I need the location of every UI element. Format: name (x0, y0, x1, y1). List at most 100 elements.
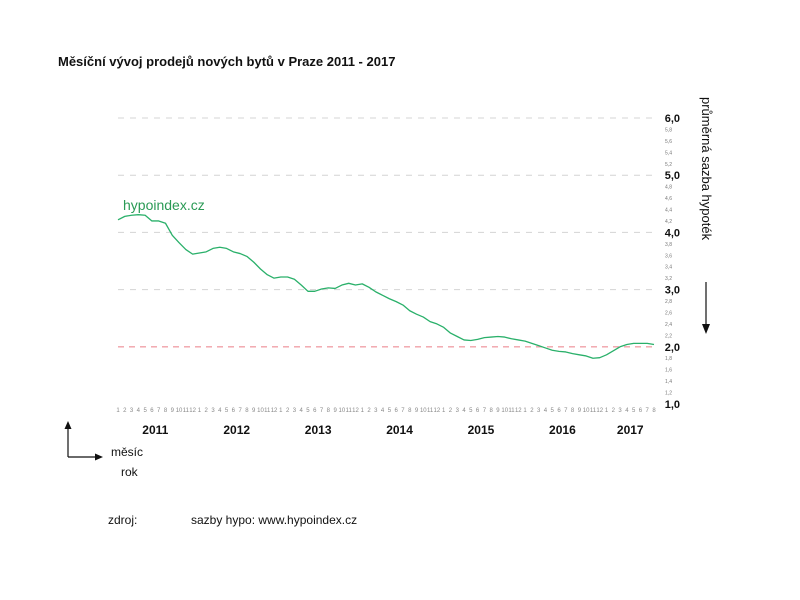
x-tick-month: 11 (264, 408, 271, 414)
y-tick-minor: 1,4 (665, 379, 672, 385)
x-tick-month: 4 (381, 408, 385, 414)
x-tick-month: 3 (211, 408, 215, 414)
y-tick-minor: 2,6 (665, 310, 672, 316)
x-tick-month: 6 (476, 408, 480, 414)
x-tick-month: 6 (232, 408, 236, 414)
y-tick-minor: 4,6 (665, 196, 672, 202)
x-tick-month: 6 (557, 408, 561, 414)
y-tick-minor: 4,2 (665, 219, 672, 225)
y-tick-minor: 4,8 (665, 185, 672, 191)
x-tick-month: 1 (361, 408, 365, 414)
x-tick-month: 10 (583, 408, 590, 414)
x-tick-year: 2013 (305, 423, 332, 437)
x-axis-year-ticks: 2011 2012 2013 2014 2015 2016 2017 (142, 423, 644, 437)
x-tick-month: 11 (427, 408, 434, 414)
x-tick-month: 4 (137, 408, 141, 414)
x-tick-month: 12 (434, 408, 441, 414)
x-tick-month: 2 (123, 408, 127, 414)
series-group (117, 214, 655, 359)
y-tick-minor: 5,8 (665, 127, 672, 133)
legend-arrow-right-head (95, 453, 103, 461)
x-tick-month: 1 (605, 408, 609, 414)
x-tick-month: 1 (279, 408, 283, 414)
y-tick-minor: 1,6 (665, 368, 672, 374)
x-label-month: měsíc (111, 445, 143, 459)
y-tick-minor: 2,8 (665, 299, 672, 305)
x-tick-month: 8 (408, 408, 412, 414)
x-tick-month: 7 (157, 408, 161, 414)
x-tick-month: 11 (183, 408, 190, 414)
x-tick-month: 2 (286, 408, 290, 414)
y-tick-major: 5,0 (665, 170, 680, 182)
grid-lines (118, 117, 654, 348)
x-tick-month: 5 (551, 408, 555, 414)
y-axis-ticks: 6,0 5,0 4,0 3,0 2,0 1,0 5,8 5,6 5,4 5,2 4,8 4,6 4,4 4… (665, 113, 680, 411)
y-tick-major: 3,0 (665, 285, 680, 297)
x-tick-month: 3 (374, 408, 378, 414)
series-line (117, 214, 655, 359)
x-tick-month: 7 (564, 408, 568, 414)
y-tick-minor: 5,2 (665, 162, 672, 168)
x-tick-year: 2011 (142, 423, 168, 437)
x-tick-month: 4 (462, 408, 466, 414)
watermark: hypoindex.cz (123, 197, 205, 213)
x-tick-month: 5 (388, 408, 392, 414)
x-tick-month: 2 (449, 408, 453, 414)
x-tick-month: 3 (130, 408, 134, 414)
y-axis-arrow-head (702, 324, 710, 334)
x-tick-month: 12 (515, 408, 522, 414)
x-tick-month: 2 (205, 408, 209, 414)
x-tick-month: 8 (571, 408, 575, 414)
y-tick-minor: 4,4 (665, 208, 672, 214)
x-tick-year: 2015 (468, 423, 495, 437)
x-tick-month: 2 (612, 408, 616, 414)
x-tick-month: 4 (300, 408, 304, 414)
x-tick-month: 6 (639, 408, 643, 414)
x-tick-month: 8 (327, 408, 331, 414)
x-tick-month: 1 (523, 408, 527, 414)
x-tick-month: 6 (395, 408, 399, 414)
x-tick-year: 2012 (223, 423, 250, 437)
y-tick-minor: 1,2 (665, 391, 672, 397)
x-tick-month: 7 (646, 408, 650, 414)
y-tick-minor: 5,4 (665, 150, 672, 156)
x-tick-month: 8 (489, 408, 493, 414)
x-tick-month: 5 (469, 408, 473, 414)
x-tick-month: 9 (252, 408, 256, 414)
y-tick-major: 6,0 (665, 113, 680, 125)
x-tick-month: 8 (652, 408, 656, 414)
x-axis-month-ticks: 1 2 3 4 5 6 7 8 9 10 11 12 1 2 3 4 5 6 7 8 9 10 11 12 1 2 3 4 5 6 7 8 9 1… (116, 408, 656, 414)
x-tick-month: 11 (346, 408, 353, 414)
x-tick-year: 2014 (386, 423, 413, 437)
x-tick-month: 9 (333, 408, 337, 414)
x-tick-month: 7 (401, 408, 405, 414)
x-tick-month: 5 (225, 408, 229, 414)
x-tick-month: 6 (150, 408, 154, 414)
x-tick-month: 1 (198, 408, 202, 414)
x-tick-month: 12 (189, 408, 196, 414)
x-tick-month: 12 (271, 408, 278, 414)
x-tick-month: 1 (116, 408, 120, 414)
x-tick-month: 11 (508, 408, 515, 414)
x-tick-month: 7 (483, 408, 487, 414)
x-tick-month: 7 (320, 408, 324, 414)
x-tick-month: 9 (578, 408, 582, 414)
x-tick-month: 5 (143, 408, 147, 414)
x-tick-month: 10 (339, 408, 346, 414)
x-tick-month: 10 (176, 408, 183, 414)
x-tick-month: 12 (596, 408, 603, 414)
x-tick-month: 9 (415, 408, 419, 414)
source-label: zdroj: (108, 513, 137, 527)
x-tick-month: 3 (618, 408, 622, 414)
y-tick-minor: 3,8 (665, 242, 672, 248)
x-tick-month: 3 (293, 408, 297, 414)
x-label-year: rok (121, 465, 139, 479)
x-tick-month: 6 (313, 408, 317, 414)
x-tick-month: 5 (306, 408, 310, 414)
x-tick-month: 3 (537, 408, 541, 414)
x-tick-month: 4 (218, 408, 222, 414)
y-tick-minor: 3,2 (665, 276, 672, 282)
x-tick-month: 5 (632, 408, 636, 414)
y-tick-minor: 1,8 (665, 356, 672, 362)
